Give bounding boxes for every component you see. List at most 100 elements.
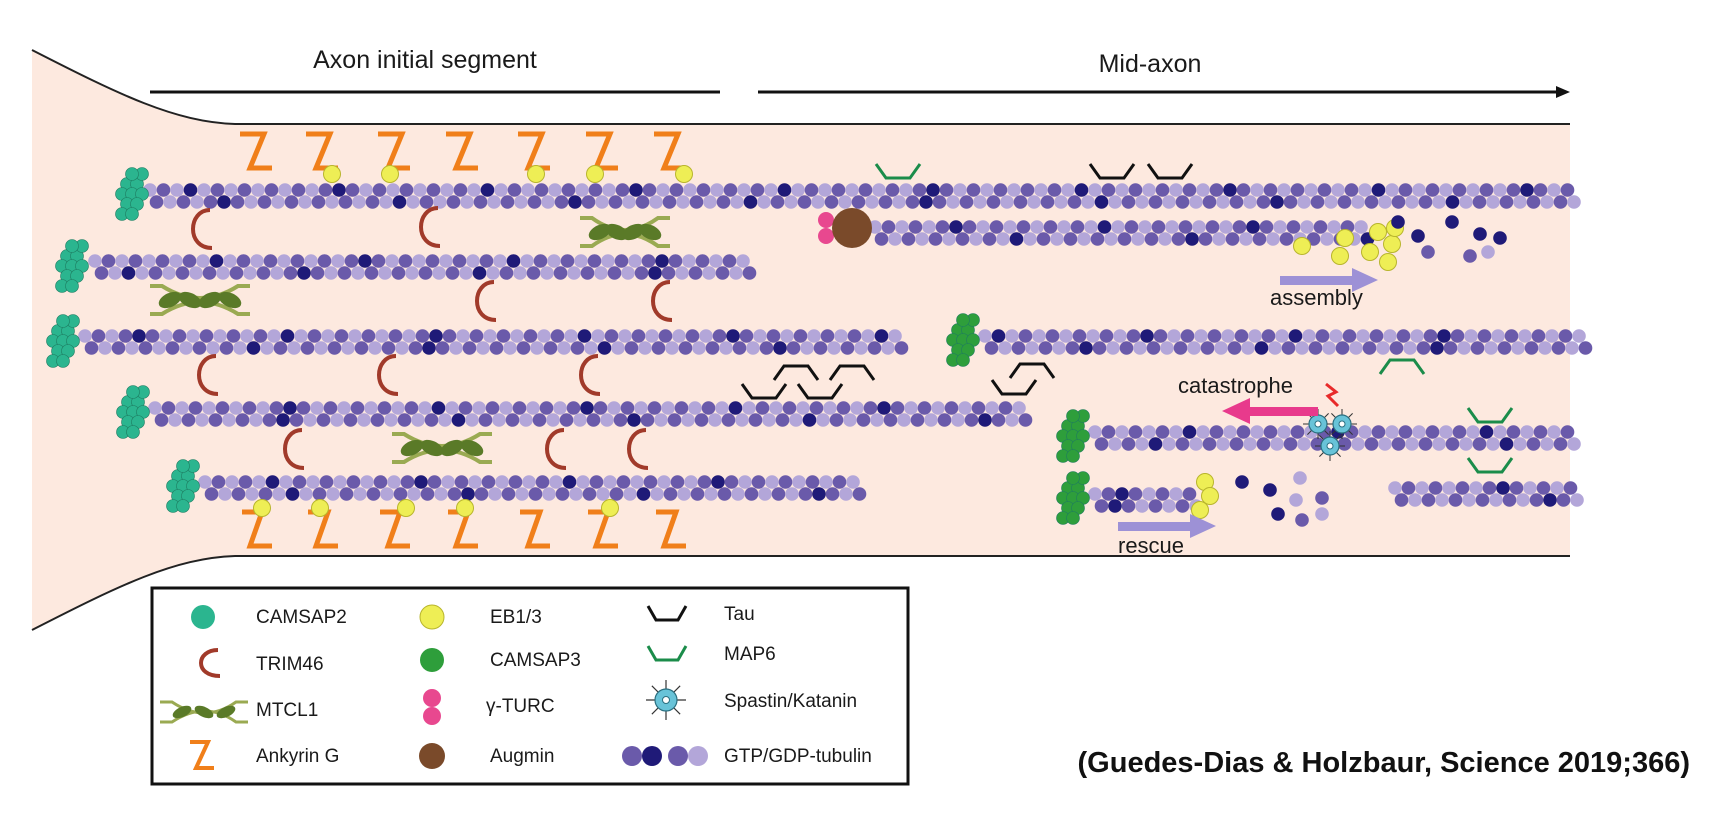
tubulin-dimer	[1533, 183, 1548, 197]
tubulin-dimer	[1378, 195, 1392, 209]
tubulin-dimer	[249, 413, 263, 427]
legend-gtp-gdp-tubulin: GTP/GDP-tubulin	[724, 746, 872, 767]
tubulin-dimer	[899, 183, 913, 197]
mtcl1-coil	[440, 439, 464, 457]
tubulin-dimer	[467, 183, 481, 197]
tubulin-dimer	[553, 266, 568, 280]
free-tubulin	[1391, 215, 1405, 229]
tubulin-dimer	[472, 401, 486, 415]
tubulin-dimer	[1256, 195, 1271, 209]
tubulin-dimer	[829, 413, 844, 427]
tubulin-dimer	[1236, 183, 1251, 197]
tubulin-dimer	[278, 183, 292, 197]
tubulin-dimer	[1252, 232, 1267, 246]
spastin-katanin-icon	[646, 680, 686, 720]
tubulin-dimer	[331, 254, 345, 268]
tubulin-dimer	[325, 195, 339, 209]
tubulin-dimer	[1423, 329, 1438, 343]
tubulin-dimer	[386, 183, 400, 197]
tubulin-dimer	[709, 254, 723, 268]
tubulin-dimer	[1450, 329, 1465, 343]
tubulin-dimer	[600, 413, 614, 427]
tubulin-dimer	[944, 401, 959, 415]
tubulin-dimer	[432, 266, 446, 280]
tubulin-dimer	[838, 195, 852, 209]
tubulin-dimer	[685, 329, 700, 343]
tubulin-dimer	[839, 487, 853, 501]
tubulin-dimer	[1162, 195, 1176, 209]
tubulin-dimer	[897, 413, 911, 427]
tubulin-dimer	[405, 266, 419, 280]
assembly-arrow	[1280, 276, 1352, 285]
tubulin-dimer	[203, 195, 218, 209]
tubulin-dimer	[834, 329, 848, 343]
tubulin-dimer	[1499, 195, 1514, 209]
free-tubulin	[1295, 513, 1309, 527]
tubulin-dimer	[861, 329, 875, 343]
tubulin-dimer	[587, 254, 602, 268]
tubulin-dimer	[731, 487, 745, 501]
tubulin-dimer	[1551, 341, 1566, 355]
tubulin-dimer	[657, 475, 671, 489]
tubulin-dimer	[480, 183, 495, 197]
tubulin-dimer	[955, 232, 970, 246]
eb1-3	[1383, 235, 1401, 253]
camsap3-cap	[946, 313, 980, 367]
tubulin-dimer	[888, 329, 902, 343]
tubulin-dimer	[1192, 220, 1206, 234]
tubulin-dimer	[1088, 487, 1102, 501]
tubulin-dimer	[1003, 220, 1017, 234]
tubulin-dimer	[240, 329, 254, 343]
tubulin-dimer	[1038, 341, 1053, 355]
tubulin-dimer	[1518, 329, 1532, 343]
tubulin-dimer	[388, 329, 403, 343]
tubulin-dimer	[439, 254, 453, 268]
tubulin-dimer	[1101, 183, 1116, 197]
tubulin-dimer	[1533, 425, 1548, 439]
ankyrin-g	[586, 131, 618, 171]
tubulin-dimer	[297, 266, 311, 280]
tubulin-dimer	[1570, 493, 1584, 507]
tubulin-dimer	[1464, 329, 1478, 343]
tubulin-dimer	[648, 266, 662, 280]
tubulin-dimer	[793, 329, 808, 343]
tubulin-dimer	[1288, 329, 1303, 343]
tubulin-dimer	[759, 341, 774, 355]
tubulin-dimer	[580, 401, 594, 415]
tubulin-dimer	[1567, 437, 1581, 451]
tubulin-dimer	[823, 401, 837, 415]
ankyrin-g	[446, 131, 478, 171]
tubulin-dimer	[1331, 183, 1345, 197]
trim46	[283, 428, 305, 470]
tubulin-dimer	[182, 254, 197, 268]
tubulin-dimer	[1090, 232, 1105, 246]
tubulin-dimer	[426, 183, 441, 197]
tubulin-dimer	[662, 195, 677, 209]
tubulin-dimer	[1351, 437, 1365, 451]
tubulin-dimer	[314, 341, 328, 355]
tubulin-dimer	[155, 254, 170, 268]
tubulin-dimer	[523, 329, 538, 343]
tubulin-dimer	[1502, 493, 1517, 507]
tubulin-dimer	[832, 475, 847, 489]
tubulin-dimer	[1567, 195, 1581, 209]
tubulin-dimer	[223, 254, 237, 268]
axon-membrane-bottom	[31, 555, 1570, 631]
tubulin-dimer	[1101, 487, 1116, 501]
tubulin-dimer	[1054, 195, 1068, 209]
tubulin-dimer	[852, 487, 867, 501]
tubulin-dimer	[1036, 232, 1051, 246]
microtubule	[78, 329, 909, 355]
tubulin-dimer	[616, 475, 631, 489]
mtcl1-icon	[160, 700, 248, 724]
tubulin-dimer	[217, 195, 231, 209]
tubulin-dimer	[682, 254, 696, 268]
tubulin-dimer	[1148, 499, 1163, 513]
tubulin-dimer	[260, 341, 274, 355]
tubulin-dimer	[1101, 425, 1116, 439]
tubulin-dimer	[1119, 341, 1134, 355]
tubulin-dimer	[175, 266, 190, 280]
legend-augmin: Augmin	[490, 746, 554, 767]
tubulin-dimer	[202, 401, 216, 415]
